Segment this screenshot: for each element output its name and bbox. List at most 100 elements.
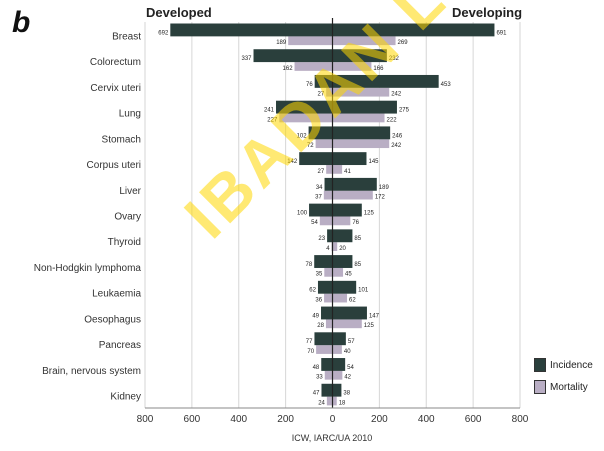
data-label-mortality-developed: 27	[317, 92, 324, 98]
bar-incidence-developed	[170, 23, 333, 37]
data-label-mortality-developed: 72	[307, 143, 314, 149]
bar-incidence-developing	[332, 280, 357, 294]
bar-incidence-developed	[314, 74, 333, 88]
data-label-incidence-developed: 102	[297, 133, 308, 139]
bar-mortality-developed	[323, 190, 333, 200]
data-label-incidence-developing: 57	[348, 339, 355, 345]
data-label-mortality-developed: 4	[326, 246, 330, 252]
bar-mortality-developing	[332, 113, 385, 123]
data-label-incidence-developing: 54	[347, 365, 354, 371]
bar-mortality-developed	[294, 62, 333, 71]
data-label-incidence-developed: 142	[287, 159, 298, 165]
bar-mortality-developed	[316, 345, 333, 354]
bar-mortality-developed	[324, 370, 333, 380]
data-label-incidence-developing: 189	[379, 185, 390, 191]
data-label-incidence-developed: 100	[297, 211, 308, 217]
bar-incidence-developed	[276, 100, 333, 114]
bar-incidence-developed	[317, 280, 333, 294]
data-label-mortality-developed: 162	[283, 66, 294, 72]
bar-mortality-developing	[332, 139, 390, 149]
x-tick-label: 200	[371, 414, 388, 425]
legend: Incidence Mortality	[534, 354, 593, 398]
category-label: Cervix uteri	[90, 83, 141, 94]
data-label-incidence-developing: 85	[354, 262, 361, 268]
data-label-mortality-developing: 76	[352, 220, 359, 226]
category-label: Lung	[119, 109, 141, 120]
data-label-mortality-developing: 45	[345, 272, 352, 278]
data-label-incidence-developed: 78	[306, 262, 313, 268]
legend-swatch-incidence	[534, 358, 546, 372]
x-axis-caption: ICW, IARC/UA 2010	[291, 433, 373, 443]
category-label: Pancreas	[99, 340, 141, 351]
bar-mortality-developing	[332, 319, 362, 329]
data-label-mortality-developed: 227	[267, 117, 278, 123]
data-label-incidence-developing: 275	[399, 108, 410, 114]
data-label-incidence-developing: 691	[496, 30, 507, 36]
data-label-mortality-developing: 269	[398, 40, 409, 46]
bar-incidence-developing	[332, 126, 391, 140]
data-label-mortality-developing: 42	[344, 375, 351, 381]
x-tick-label: 800	[512, 414, 529, 425]
bar-mortality-developing	[332, 216, 351, 226]
developed-label: Developed	[146, 5, 212, 20]
data-label-mortality-developed: 24	[318, 400, 325, 406]
bar-incidence-developing	[332, 306, 367, 320]
data-label-mortality-developing: 222	[387, 117, 398, 123]
bar-incidence-developing	[332, 177, 377, 191]
bar-incidence-developing	[332, 383, 342, 397]
bar-incidence-developed	[314, 332, 333, 346]
data-label-mortality-developed: 37	[315, 195, 322, 201]
legend-label-incidence: Incidence	[550, 359, 593, 371]
panel-label: b	[12, 6, 31, 39]
category-label: Stomach	[102, 134, 141, 145]
category-label: Ovary	[114, 212, 141, 223]
bar-mortality-developing	[332, 165, 343, 174]
data-label-mortality-developing: 18	[339, 400, 346, 406]
bar-incidence-developing	[332, 203, 362, 217]
bar-incidence-developing	[332, 332, 346, 346]
bar-mortality-developing	[332, 396, 337, 406]
data-label-incidence-developing: 453	[441, 82, 452, 88]
bar-incidence-developing	[332, 100, 397, 114]
data-label-incidence-developed: 241	[264, 108, 275, 114]
bar-mortality-developed	[324, 293, 333, 303]
x-tick-label: 800	[137, 414, 154, 425]
bar-incidence-developing	[332, 152, 367, 166]
bar-incidence-developed	[321, 358, 333, 371]
category-label: Leukaemia	[92, 289, 141, 300]
bar-incidence-developed	[321, 383, 333, 397]
legend-label-mortality: Mortality	[550, 381, 588, 393]
category-label: Liver	[119, 186, 141, 197]
data-label-incidence-developed: 337	[242, 56, 253, 62]
bar-mortality-developing	[332, 267, 344, 277]
bar-mortality-developing	[332, 36, 396, 46]
data-label-incidence-developing: 101	[358, 288, 369, 294]
category-label: Breast	[112, 31, 141, 42]
legend-item-incidence: Incidence	[534, 354, 593, 376]
bar-mortality-developed	[325, 319, 333, 329]
x-tick-label: 400	[418, 414, 435, 425]
data-label-mortality-developed: 70	[307, 349, 314, 355]
bar-mortality-developed	[324, 267, 333, 277]
bar-mortality-developing	[332, 370, 343, 380]
bar-incidence-developing	[332, 358, 346, 371]
category-label: Brain, nervous system	[42, 366, 141, 377]
bar-mortality-developed	[326, 87, 333, 97]
x-tick-label: 600	[184, 414, 201, 425]
category-label: Corpus uteri	[87, 160, 141, 171]
bar-incidence-developed	[314, 255, 333, 268]
data-label-mortality-developing: 242	[391, 143, 402, 149]
data-label-incidence-developed: 23	[318, 236, 325, 242]
bar-mortality-developing	[332, 293, 348, 303]
category-label: Non-Hodgkin lymphoma	[34, 263, 142, 274]
x-tick-label: 200	[277, 414, 294, 425]
bar-incidence-developed	[308, 126, 333, 140]
bar-incidence-developed	[253, 49, 333, 63]
bar-mortality-developing	[332, 345, 342, 354]
bar-mortality-developed	[319, 216, 333, 226]
bar-incidence-developing	[332, 74, 439, 88]
category-label: Thyroid	[108, 237, 141, 248]
bar-incidence-developing	[332, 255, 353, 268]
bar-mortality-developed	[315, 139, 333, 149]
